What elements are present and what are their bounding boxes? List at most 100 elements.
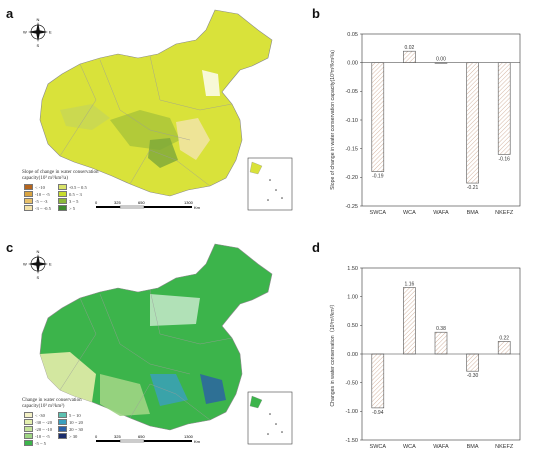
legend-swatch	[24, 191, 33, 197]
scale-tick-0: 0	[95, 200, 98, 205]
legend-swatch	[58, 419, 67, 425]
category-label-nkefz: NKEFZ	[495, 210, 514, 216]
value-label-swca: -0.94	[372, 410, 384, 416]
category-label-wca: WCA	[403, 210, 416, 216]
compass-e: E	[49, 30, 52, 35]
category-label-swca: SWCA	[370, 444, 387, 450]
legend-item: -0.5 ~ 0.5	[58, 184, 87, 190]
chart-b: 0.05 0.00 -0.05 -0.10 -0.15 -0.20 -0.25 -0.19 SW…	[330, 32, 521, 216]
bar-wafa	[434, 62, 448, 64]
y-tick-label: -0.15	[345, 146, 358, 152]
legend-label: 5 ~ 10	[69, 412, 81, 418]
y-axis-label: Changes in water conservation（10³m³/km²）	[329, 301, 336, 406]
scale-tick-650: 650	[138, 434, 145, 439]
bar-bma	[466, 62, 479, 184]
bar-nkefz	[497, 62, 511, 155]
compass-e: E	[49, 262, 52, 267]
scale-unit: Km	[194, 205, 201, 210]
y-axis-label: Slope of change in water conservation ca…	[330, 50, 336, 190]
legend-item: -3 ~ -0.5	[24, 205, 51, 211]
value-label-nkefz: 0.22	[499, 335, 509, 341]
value-label-bma: -0.21	[467, 185, 479, 191]
panel-label-c: c	[6, 240, 14, 255]
y-tick-label: -0.10	[345, 118, 358, 124]
compass-n: N	[37, 249, 40, 254]
y-tick-label: 0.00	[347, 60, 358, 66]
category-label-swca: SWCA	[370, 210, 387, 216]
legend-a-title-line2: capacity(10³ m³/km²/a)	[22, 176, 69, 181]
y-tick-label: 1.00	[347, 294, 358, 300]
scale-tick-325: 325	[114, 434, 121, 439]
legend-label: > 5	[69, 205, 76, 211]
category-label-wafa: WAFA	[433, 444, 449, 450]
compass-s: S	[37, 275, 40, 280]
legend-item: > 5	[58, 205, 75, 211]
legend-swatch	[58, 198, 67, 204]
legend-swatch	[24, 433, 33, 439]
legend-swatch	[58, 426, 67, 432]
legend-c-title-line1: Change in water conservation	[22, 398, 82, 403]
y-tick-label: -0.25	[345, 204, 358, 210]
compass-icon: N S E W	[23, 17, 52, 48]
compass-s: S	[37, 43, 40, 48]
panel-label-a: a	[6, 6, 14, 21]
y-tick-label: 0.05	[347, 32, 358, 38]
scale-tick-1300: 1300	[184, 200, 194, 205]
map-c: N S E W 0 325 650 1300 Km	[0, 234, 300, 466]
y-tick-label: -0.05	[345, 89, 358, 95]
legend-label: -10 ~ -5	[35, 191, 50, 197]
bar-wca	[403, 50, 416, 63]
scalebar-a: 0 325 650 1300 Km	[95, 200, 201, 210]
compass-n: N	[37, 17, 40, 22]
legend-item: 10 ~ 20	[58, 419, 83, 425]
legend-item: -5 ~ 5	[24, 440, 46, 446]
legend-swatch	[24, 184, 33, 190]
scale-tick-1300: 1300	[184, 434, 194, 439]
value-label-wca: 0.02	[405, 45, 415, 51]
scale-tick-650: 650	[138, 200, 145, 205]
legend-swatch	[58, 184, 67, 190]
legend-swatch	[24, 198, 33, 204]
legend-swatch	[24, 412, 33, 418]
legend-item: -10 ~ -5	[24, 433, 50, 439]
legend-a-title: Slope of change in water conservation ca…	[22, 170, 99, 182]
legend-item: -5 ~ -3	[24, 198, 47, 204]
map-c-svg: N S E W 0 325 650 1300 Km	[23, 243, 293, 445]
bar-swca	[371, 353, 385, 409]
legend-label: 0.5 ~ 3	[69, 191, 82, 197]
y-tick-label: -1.50	[345, 438, 358, 444]
legend-c-title-line2: capacity(10³ m³/km²)	[22, 404, 65, 409]
value-label-wafa: 0.00	[436, 57, 446, 63]
legend-label: -20 ~ -10	[35, 426, 53, 432]
legend-swatch	[24, 419, 33, 425]
bar-nkefz	[497, 341, 511, 355]
legend-item: 3 ~ 5	[58, 198, 78, 204]
y-tick-label: -1.00	[345, 409, 358, 415]
compass-icon: N S E W	[23, 249, 52, 280]
legend-label: 20 ~ 30	[69, 426, 83, 432]
y-tick-label: 0.00	[347, 352, 358, 358]
legend-swatch	[58, 412, 67, 418]
legend-label: 10 ~ 20	[69, 419, 83, 425]
value-label-nkefz: -0.16	[498, 156, 510, 162]
bar-bma	[466, 353, 479, 372]
bar-swca	[371, 62, 385, 172]
legend-swatch	[24, 440, 33, 446]
category-label-wafa: WAFA	[433, 210, 449, 216]
value-label-wca: 1.16	[405, 281, 415, 287]
legend-label: 3 ~ 5	[69, 198, 79, 204]
legend-swatch	[58, 205, 67, 211]
bar-wca	[403, 287, 416, 355]
legend-item: -30 ~ -20	[24, 419, 52, 425]
category-label-bma: BMA	[467, 210, 479, 216]
scalebar-c: 0 325 650 1300 Km	[95, 434, 201, 444]
category-label-nkefz: NKEFZ	[495, 444, 514, 450]
compass-w: W	[23, 30, 27, 35]
legend-label: < -30	[35, 412, 45, 418]
legend-a-title-line1: Slope of change in water conservation	[22, 170, 99, 175]
legend-item: -10 ~ -5	[24, 191, 50, 197]
map-a: N S E W 0 325 650	[0, 0, 300, 232]
legend-label: -30 ~ -20	[35, 419, 53, 425]
scale-unit: Km	[194, 439, 201, 444]
legend-item: -20 ~ -10	[24, 426, 52, 432]
